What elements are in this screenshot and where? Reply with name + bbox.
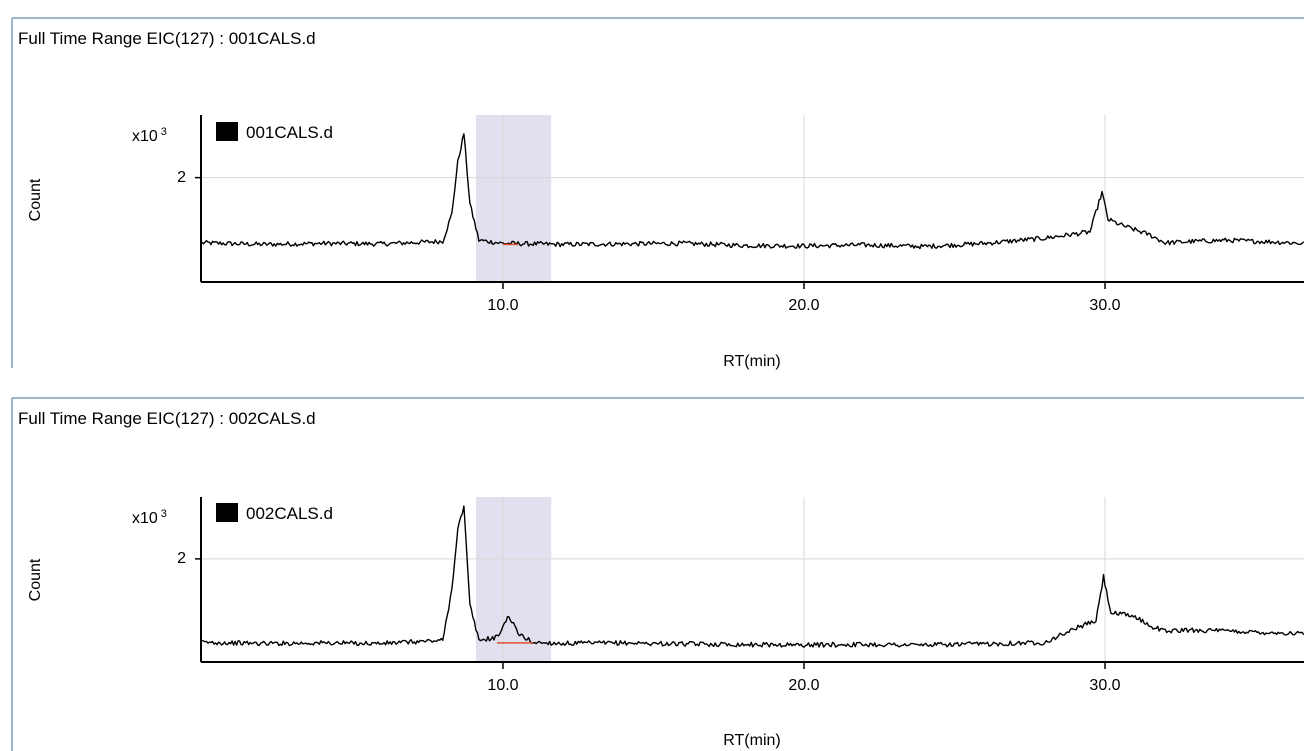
panel-1-series-line bbox=[201, 133, 1304, 250]
panel-1-y-multiplier: x10 3 bbox=[132, 126, 167, 145]
panel-2-grid bbox=[201, 497, 1304, 662]
chart-panel-1: Full Time Range EIC(127) : 001CALS.d 2 1… bbox=[11, 17, 1304, 370]
panel-2-series-line bbox=[201, 505, 1304, 648]
panel-1-y-multiplier-exp: 3 bbox=[161, 126, 167, 138]
panel-1-ytick-label-2: 2 bbox=[177, 169, 186, 186]
panel-2-legend-swatch bbox=[216, 503, 238, 522]
panel-1-x-axis-label: RT(min) bbox=[723, 353, 780, 370]
panel-2-xtick-label-30: 30.0 bbox=[1089, 677, 1120, 694]
panel-1-xtick-label-20: 20.0 bbox=[788, 297, 819, 314]
panel-2-xtick-label-10: 10.0 bbox=[487, 677, 518, 694]
panel-2-y-multiplier-exp: 3 bbox=[161, 508, 167, 520]
panel-1-title: Full Time Range EIC(127) : 001CALS.d bbox=[18, 29, 316, 48]
panel-2-y-axis-label: Count bbox=[27, 558, 44, 601]
panel-2-title: Full Time Range EIC(127) : 002CALS.d bbox=[18, 409, 316, 428]
chart-panel-2: Full Time Range EIC(127) : 002CALS.d 2 1… bbox=[11, 397, 1304, 751]
panel-2-xtick-label-20: 20.0 bbox=[788, 677, 819, 694]
panel-1-legend-swatch bbox=[216, 122, 238, 141]
panel-1-xtick-label-30: 30.0 bbox=[1089, 297, 1120, 314]
panel-1-xtick-label-10: 10.0 bbox=[487, 297, 518, 314]
panel-1-highlight-window bbox=[475, 115, 552, 282]
panel-1-grid bbox=[201, 115, 1304, 282]
panel-1-legend-label: 001CALS.d bbox=[246, 123, 333, 142]
panel-2-legend-label: 002CALS.d bbox=[246, 504, 333, 523]
panel-2-y-multiplier-base: x10 bbox=[132, 510, 158, 527]
panel-1-y-multiplier-base: x10 bbox=[132, 128, 158, 145]
panel-2-y-multiplier: x10 3 bbox=[132, 508, 167, 527]
panel-1-y-axis-label: Count bbox=[27, 178, 44, 221]
panel-2-highlight-window bbox=[475, 497, 552, 662]
panel-2-x-axis-label: RT(min) bbox=[723, 732, 780, 749]
panel-2-ytick-label-2: 2 bbox=[177, 550, 186, 567]
